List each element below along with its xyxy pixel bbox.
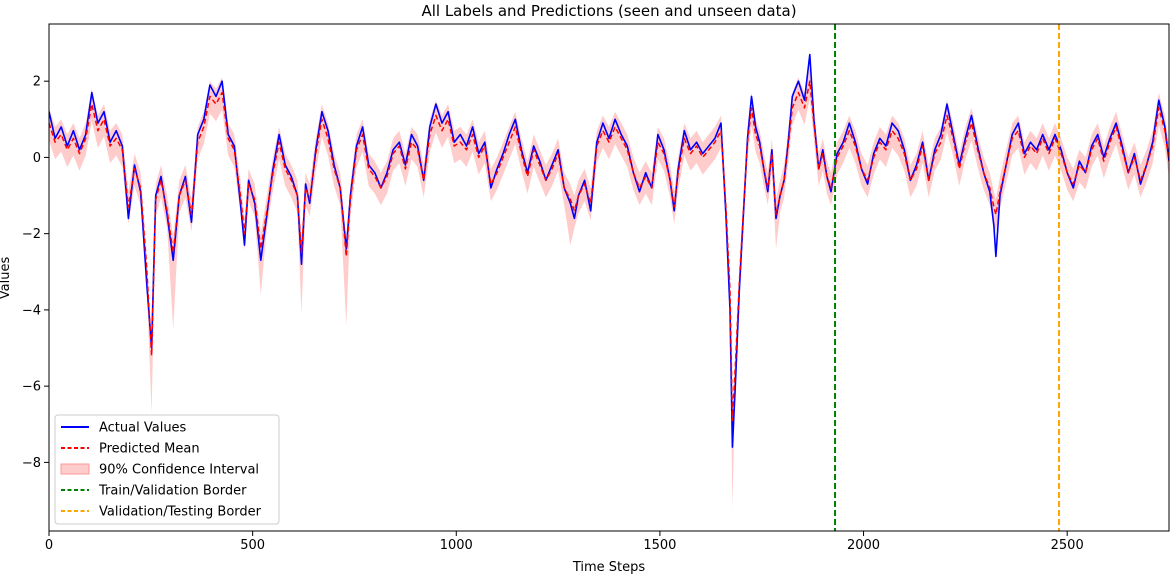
legend-box <box>54 414 280 525</box>
confidence-band <box>49 65 1169 509</box>
x-tick-label: 1500 <box>643 538 676 553</box>
y-tick-label: 2 <box>33 75 41 90</box>
legend-swatch <box>60 463 90 475</box>
plot-frame <box>48 23 1170 532</box>
legend: Actual Values Predicted Mean 90% Confidenc… <box>54 414 280 525</box>
x-axis-label: Time Steps <box>572 560 646 575</box>
y-tick-label: −6 <box>22 380 41 395</box>
legend-label: Predicted Mean <box>99 442 200 457</box>
x-axis: 0 500 1000 1500 2000 2500 <box>45 531 1084 553</box>
y-tick-label: 0 <box>33 151 41 166</box>
plot-clip-group <box>49 24 1169 531</box>
plot-area <box>49 24 1169 531</box>
legend-label: 90% Confidence Interval <box>99 463 259 478</box>
legend-label: Train/Validation Border <box>98 484 247 499</box>
x-tick-label: 1000 <box>440 538 473 553</box>
y-tick-label: −8 <box>22 456 41 471</box>
y-axis-label: Values <box>0 257 13 300</box>
y-axis: −8 −6 −4 −2 0 2 <box>22 75 49 471</box>
legend-label: Validation/Testing Border <box>99 505 262 520</box>
x-tick-label: 2500 <box>1051 538 1084 553</box>
x-tick-label: 0 <box>45 538 53 553</box>
x-tick-label: 2000 <box>847 538 880 553</box>
y-tick-label: −2 <box>22 227 41 242</box>
series-predicted-line <box>49 80 1169 422</box>
y-tick-label: −4 <box>22 303 41 318</box>
chart-title: All Labels and Predictions (seen and uns… <box>421 2 796 20</box>
legend-label: Actual Values <box>99 421 187 436</box>
x-tick-label: 500 <box>240 538 265 553</box>
